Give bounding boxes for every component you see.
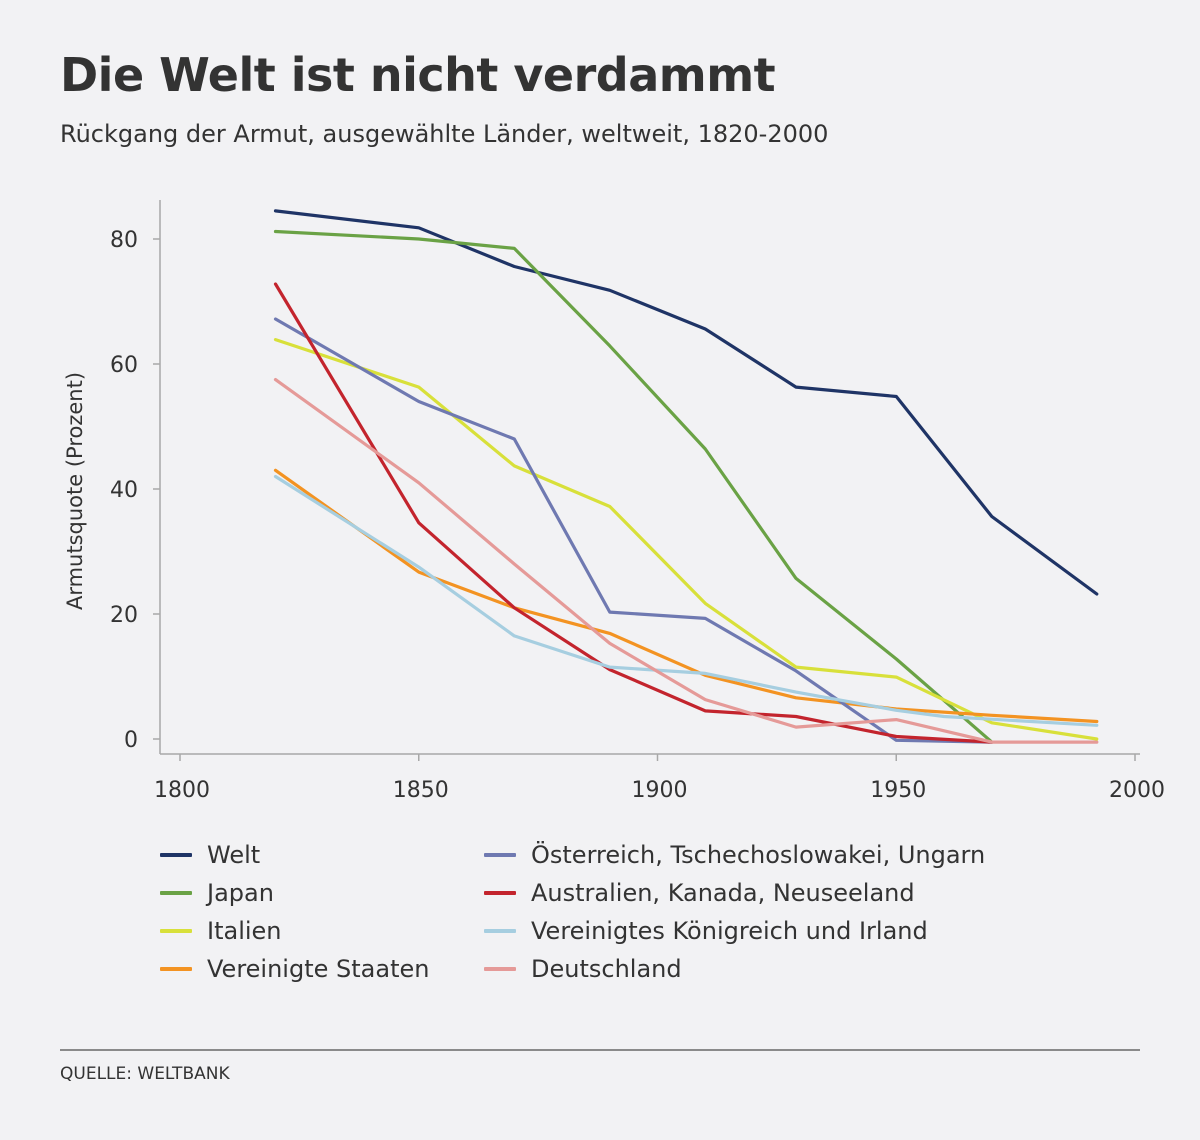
legend-label: Welt	[207, 841, 261, 869]
x-tick-label: 1900	[632, 778, 688, 803]
series-line-4	[273, 317, 994, 744]
series-line-5	[273, 282, 994, 744]
legend-item: Australien, Kanada, Neuseeland	[484, 874, 1100, 912]
y-axis-label: Armutsquote (Prozent)	[63, 372, 87, 610]
y-tick-label: 60	[110, 353, 138, 378]
legend-label: Australien, Kanada, Neuseeland	[531, 879, 915, 907]
legend-item: Vereinigtes Königreich und Irland	[484, 912, 1100, 950]
legend-label: Deutschland	[531, 955, 682, 983]
legend-label: Japan	[207, 879, 274, 907]
legend-label: Vereinigte Staaten	[207, 955, 430, 983]
chart-subtitle: Rückgang der Armut, ausgewählte Länder, …	[60, 120, 829, 148]
legend-item: Österreich, Tschechoslowakei, Ungarn	[484, 836, 1100, 874]
line-chart: 0 20 40 60 80 1800 1850 1900 1950 2000 Armutsquote…	[63, 200, 1165, 803]
legend-swatch	[484, 891, 516, 895]
legend-item: Japan	[160, 874, 484, 912]
legend-swatch	[160, 967, 192, 971]
series-line-2	[273, 338, 1099, 741]
footer-divider	[60, 1049, 1140, 1051]
x-tick-label: 1850	[393, 778, 449, 803]
legend-swatch	[484, 967, 516, 971]
legend-swatch	[484, 853, 516, 857]
legend-item: Vereinigte Staaten	[160, 950, 484, 988]
legend-item: Welt	[160, 836, 484, 874]
legend-item: Deutschland	[484, 950, 1100, 988]
y-tick-label: 0	[124, 728, 138, 753]
x-tick-label: 1950	[870, 778, 926, 803]
x-tick-label: 2000	[1109, 778, 1165, 803]
source-note: QUELLE: WELTBANK	[60, 1064, 230, 1084]
y-tick-label: 40	[110, 478, 138, 503]
series-line-0	[273, 209, 1099, 596]
y-tick-label: 80	[110, 228, 138, 253]
legend-swatch	[160, 891, 192, 895]
series-line-7	[273, 378, 1099, 744]
chart-title: Die Welt ist nicht verdammt	[60, 48, 776, 102]
series-line-6	[273, 474, 1099, 727]
legend-label: Vereinigtes Königreich und Irland	[531, 917, 928, 945]
legend-label: Italien	[207, 917, 282, 945]
legend-label: Österreich, Tschechoslowakei, Ungarn	[531, 841, 986, 869]
legend-swatch	[484, 929, 516, 933]
series-line-3	[273, 468, 1099, 724]
legend-swatch	[160, 929, 192, 933]
legend-swatch	[160, 853, 192, 857]
y-tick-label: 20	[110, 603, 138, 628]
series-line-1	[273, 229, 994, 744]
chart-legend: Welt Österreich, Tschechoslowakei, Ungarn…	[160, 836, 1100, 988]
x-tick-label: 1800	[154, 778, 210, 803]
legend-item: Italien	[160, 912, 484, 950]
